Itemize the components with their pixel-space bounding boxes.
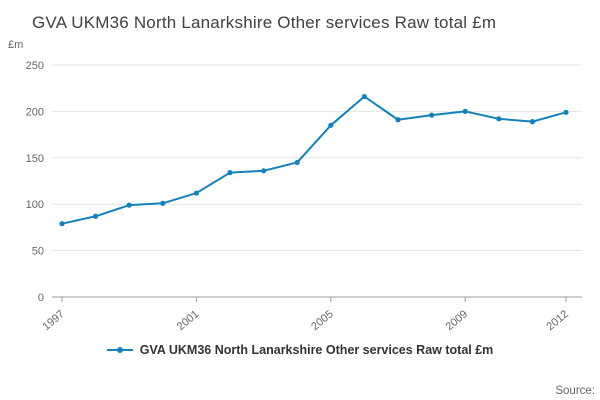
data-point (496, 116, 502, 122)
data-point (126, 202, 132, 208)
x-tick-label: 1997 (40, 308, 66, 333)
data-point (227, 170, 233, 176)
legend-series-marker-icon[interactable] (106, 345, 133, 355)
source-label: Source: (555, 385, 595, 397)
y-tick-label: 100 (26, 199, 44, 211)
y-tick-label: 250 (26, 60, 44, 72)
data-point (395, 117, 401, 123)
series-line (61, 95, 567, 225)
x-tick-label: 2005 (309, 308, 335, 333)
legend: GVA UKM36 North Lanarkshire Other servic… (0, 343, 600, 357)
x-tick-label: 2001 (175, 308, 201, 333)
data-point (59, 221, 65, 227)
y-tick-label: 200 (26, 106, 44, 118)
y-tick-label: 50 (32, 246, 44, 258)
chart-title: GVA UKM36 North Lanarkshire Other servic… (32, 13, 497, 32)
data-point (93, 213, 99, 219)
y-tick-label: 0 (38, 292, 44, 304)
x-tick-label: 2009 (444, 308, 470, 333)
data-point (361, 93, 367, 100)
data-point (563, 109, 569, 115)
data-point (429, 112, 435, 118)
data-point (261, 168, 267, 174)
legend-series-label[interactable]: GVA UKM36 North Lanarkshire Other servic… (139, 343, 494, 357)
data-point (462, 108, 468, 114)
data-point (160, 200, 166, 206)
line-chart: 0 50 100 150 200 250 1997 2001 2005 2009 2012 (26, 60, 582, 333)
data-point (193, 190, 199, 196)
y-tick-label: 150 (26, 153, 44, 165)
data-point (529, 119, 536, 125)
data-point (328, 122, 334, 128)
y-axis-unit-label: £m (8, 39, 24, 51)
x-tick-label: 2012 (544, 308, 570, 333)
data-point (294, 159, 300, 166)
